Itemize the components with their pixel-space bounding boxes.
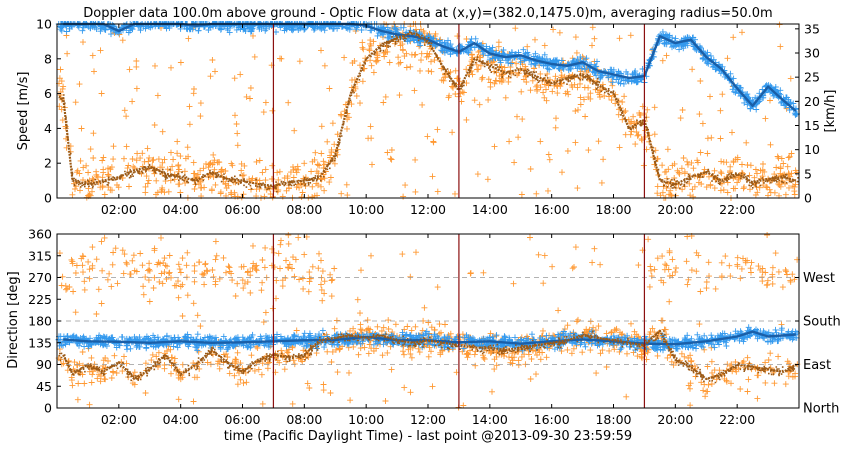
direction-x-tick-label: 04:00 — [163, 412, 199, 427]
speed-y-tick-label: 10 — [36, 17, 52, 32]
speed-orange-series-line — [62, 31, 797, 187]
speed-right-tick-label: 15 — [804, 118, 820, 133]
direction-x-tick-label: 02:00 — [101, 412, 137, 427]
direction-compass-label: East — [803, 358, 831, 373]
direction-y-tick-label: 45 — [36, 379, 52, 394]
direction-x-tick-label: 20:00 — [657, 412, 693, 427]
direction-y-tick-label: 180 — [28, 314, 52, 329]
direction-y-tick-label: 0 — [44, 401, 52, 416]
speed-x-tick-label: 08:00 — [286, 202, 322, 217]
direction-y-tick-label: 135 — [28, 335, 52, 350]
speed-right-axis-label: [km/h] — [823, 90, 838, 133]
speed-x-tick-label: 04:00 — [163, 202, 199, 217]
speed-y-tick-label: 8 — [44, 51, 52, 66]
speed-orange-dot-markers — [58, 30, 799, 193]
direction-x-tick-label: 22:00 — [719, 412, 755, 427]
speed-x-tick-label: 14:00 — [472, 202, 508, 217]
direction-x-tick-label: 10:00 — [348, 412, 384, 427]
direction-y-tick-label: 90 — [36, 357, 52, 372]
direction-x-tick-label: 08:00 — [286, 412, 322, 427]
speed-y-tick-label: 4 — [44, 121, 52, 136]
direction-blue-series-line — [63, 330, 796, 346]
direction-x-tick-label: 16:00 — [534, 412, 570, 427]
speed-x-tick-label: 12:00 — [410, 202, 446, 217]
speed-right-tick-label: 25 — [804, 70, 820, 85]
speed-x-tick-label: 16:00 — [534, 202, 570, 217]
time-x-axis-label: time (Pacific Daylight Time) - last poin… — [224, 429, 632, 444]
speed-right-tick-label: 10 — [804, 142, 820, 157]
speed-y-tick-label: 2 — [44, 156, 52, 171]
speed-x-tick-label: 20:00 — [657, 202, 693, 217]
speed-right-tick-label: 20 — [804, 94, 820, 109]
speed-right-tick-label: 35 — [804, 21, 820, 36]
direction-x-tick-label: 14:00 — [472, 412, 508, 427]
speed-x-tick-label: 18:00 — [595, 202, 631, 217]
direction-x-tick-label: 12:00 — [410, 412, 446, 427]
speed-x-tick-label: 02:00 — [101, 202, 137, 217]
speed-right-tick-label: 30 — [804, 46, 820, 61]
speed-right-tick-label: 5 — [804, 166, 812, 181]
direction-compass-label: South — [803, 315, 841, 330]
speed-x-tick-label: 22:00 — [719, 202, 755, 217]
direction-y-axis-label: Direction [deg] — [6, 271, 21, 369]
speed-chart-title: Doppler data 100.0m above ground - Optic… — [83, 6, 772, 21]
axes-layer: 02:00 04:00 06:00 08:00 10:00 12:00 14:00 16:00… — [28, 17, 841, 428]
direction-x-tick-label: 06:00 — [224, 412, 260, 427]
speed-x-tick-label: 06:00 — [224, 202, 260, 217]
speed-right-tick-label: 0 — [804, 191, 812, 206]
speed-x-tick-label: 10:00 — [348, 202, 384, 217]
speed-y-tick-label: 0 — [44, 191, 52, 206]
direction-y-tick-label: 225 — [28, 292, 52, 307]
direction-y-tick-label: 270 — [28, 270, 52, 285]
direction-compass-label: West — [803, 271, 835, 286]
direction-y-tick-label: 315 — [28, 248, 52, 263]
speed-y-tick-label: 6 — [44, 86, 52, 101]
direction-y-tick-label: 360 — [28, 227, 52, 242]
direction-compass-label: North — [803, 402, 839, 417]
direction-x-tick-label: 18:00 — [595, 412, 631, 427]
direction-orange-series-line — [62, 329, 797, 381]
speed-y-axis-label: Speed [m/s] — [16, 72, 31, 151]
